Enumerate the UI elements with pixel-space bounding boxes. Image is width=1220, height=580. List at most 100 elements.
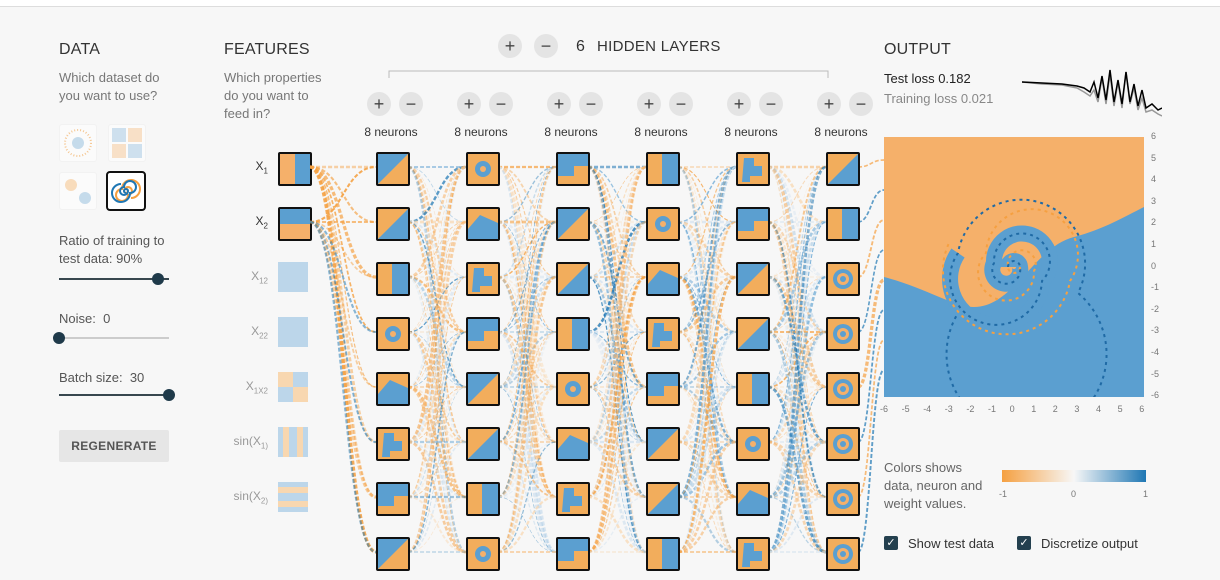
neuron-l3-n5[interactable] bbox=[556, 372, 590, 406]
weight-link bbox=[677, 221, 737, 333]
remove-layer-button[interactable]: − bbox=[534, 34, 558, 58]
weight-link bbox=[497, 330, 557, 389]
neuron-l1-n6[interactable] bbox=[376, 427, 410, 461]
batch-size-slider-thumb[interactable] bbox=[163, 389, 175, 401]
add-neuron-button-layer-1[interactable]: + bbox=[367, 92, 391, 116]
neuron-l4-n8[interactable] bbox=[646, 537, 680, 571]
neuron-l3-n2[interactable] bbox=[556, 207, 590, 241]
neuron-l4-n6[interactable] bbox=[646, 427, 680, 461]
neuron-l6-n1[interactable] bbox=[826, 152, 860, 186]
remove-neuron-button-layer-5[interactable]: − bbox=[759, 92, 783, 116]
remove-neuron-button-layer-3[interactable]: − bbox=[579, 92, 603, 116]
noise-slider[interactable] bbox=[59, 337, 169, 339]
weight-link bbox=[767, 440, 827, 554]
neuron-l3-n7[interactable] bbox=[556, 482, 590, 516]
neuron-l2-n7[interactable] bbox=[466, 482, 500, 516]
neuron-l4-n1[interactable] bbox=[646, 152, 680, 186]
neuron-l2-n5[interactable] bbox=[466, 372, 500, 406]
neuron-l6-n7[interactable] bbox=[826, 482, 860, 516]
neuron-l1-n3[interactable] bbox=[376, 262, 410, 296]
weight-link bbox=[677, 385, 737, 499]
neuron-l2-n4[interactable] bbox=[466, 317, 500, 351]
remove-neuron-button-layer-1[interactable]: − bbox=[399, 92, 423, 116]
neuron-l6-n4[interactable] bbox=[826, 317, 860, 351]
add-layer-button[interactable]: + bbox=[498, 34, 522, 58]
feature-node-2[interactable] bbox=[278, 262, 308, 292]
regenerate-button[interactable]: REGENERATE bbox=[59, 430, 169, 462]
weight-link bbox=[497, 275, 557, 389]
neuron-l3-n8[interactable] bbox=[556, 537, 590, 571]
noise-slider-thumb[interactable] bbox=[53, 332, 65, 344]
weight-link bbox=[309, 166, 377, 388]
neuron-l1-n5[interactable] bbox=[376, 372, 410, 406]
remove-neuron-button-layer-6[interactable]: − bbox=[849, 92, 873, 116]
add-neuron-button-layer-4[interactable]: + bbox=[637, 92, 661, 116]
dataset-question: Which dataset do you want to use? bbox=[59, 70, 160, 103]
feature-node-3[interactable] bbox=[278, 317, 308, 347]
add-neuron-button-layer-3[interactable]: + bbox=[547, 92, 571, 116]
neuron-l1-n4[interactable] bbox=[376, 317, 410, 351]
weight-link bbox=[497, 441, 557, 553]
neuron-l4-n7[interactable] bbox=[646, 482, 680, 516]
gauss-dataset-thumbnail[interactable] bbox=[59, 172, 97, 210]
neuron-l3-n6[interactable] bbox=[556, 427, 590, 461]
neuron-l4-n2[interactable] bbox=[646, 207, 680, 241]
weight-link bbox=[677, 220, 737, 334]
neuron-l6-n2[interactable] bbox=[826, 207, 860, 241]
neuron-l4-n3[interactable] bbox=[646, 262, 680, 296]
neuron-l5-n6[interactable] bbox=[736, 427, 770, 461]
show-test-data-checkbox[interactable]: ✓ bbox=[884, 536, 898, 550]
neuron-l4-n4[interactable] bbox=[646, 317, 680, 351]
neuron-l2-n6[interactable] bbox=[466, 427, 500, 461]
neuron-l2-n2[interactable] bbox=[466, 207, 500, 241]
neuron-l5-n5[interactable] bbox=[736, 372, 770, 406]
neuron-l5-n3[interactable] bbox=[736, 262, 770, 296]
weight-link bbox=[497, 386, 557, 443]
circle-dataset-thumbnail[interactable] bbox=[59, 124, 97, 162]
add-neuron-button-layer-6[interactable]: + bbox=[817, 92, 841, 116]
neuron-l6-n3[interactable] bbox=[826, 262, 860, 296]
neuron-l4-n5[interactable] bbox=[646, 372, 680, 406]
neuron-l5-n1[interactable] bbox=[736, 152, 770, 186]
add-neuron-button-layer-5[interactable]: + bbox=[727, 92, 751, 116]
feature-node-4[interactable] bbox=[278, 372, 308, 402]
xor-dataset-thumbnail[interactable] bbox=[108, 124, 146, 162]
weight-link bbox=[587, 165, 647, 389]
neuron-l1-n2[interactable] bbox=[376, 207, 410, 241]
x-axis-tick: 0 bbox=[1009, 404, 1015, 414]
neuron-l5-n4[interactable] bbox=[736, 317, 770, 351]
batch-size-slider[interactable] bbox=[59, 394, 169, 396]
neuron-l1-n8[interactable] bbox=[376, 537, 410, 571]
weight-link bbox=[587, 331, 647, 388]
neuron-l6-n5[interactable] bbox=[826, 372, 860, 406]
remove-neuron-button-layer-2[interactable]: − bbox=[489, 92, 513, 116]
add-neuron-button-layer-2[interactable]: + bbox=[457, 92, 481, 116]
feature-node-5[interactable] bbox=[278, 427, 308, 457]
discretize-output-checkbox[interactable]: ✓ bbox=[1017, 536, 1031, 550]
feature-node-1[interactable] bbox=[278, 207, 312, 241]
neuron-l6-n6[interactable] bbox=[826, 427, 860, 461]
feature-node-0[interactable] bbox=[278, 152, 312, 186]
feature-node-6[interactable] bbox=[278, 482, 308, 512]
weight-link bbox=[587, 386, 647, 443]
neuron-l2-n1[interactable] bbox=[466, 152, 500, 186]
neuron-l2-n8[interactable] bbox=[466, 537, 500, 571]
weight-link bbox=[407, 331, 467, 443]
neuron-l6-n8[interactable] bbox=[826, 537, 860, 571]
data-section-title: DATA bbox=[59, 41, 101, 58]
neuron-l3-n4[interactable] bbox=[556, 317, 590, 351]
spiral-dataset-thumbnail[interactable] bbox=[106, 171, 146, 211]
neuron-l5-n8[interactable] bbox=[736, 537, 770, 571]
neuron-l1-n7[interactable] bbox=[376, 482, 410, 516]
remove-neuron-button-layer-4[interactable]: − bbox=[669, 92, 693, 116]
neuron-l2-n3[interactable] bbox=[466, 262, 500, 296]
neuron-l3-n3[interactable] bbox=[556, 262, 590, 296]
neuron-l3-n1[interactable] bbox=[556, 152, 590, 186]
neuron-l5-n7[interactable] bbox=[736, 482, 770, 516]
ratio-slider[interactable] bbox=[59, 278, 169, 280]
weight-link bbox=[767, 220, 827, 334]
neuron-l1-n1[interactable] bbox=[376, 152, 410, 186]
ratio-slider-thumb[interactable] bbox=[152, 273, 164, 285]
neuron-l5-n2[interactable] bbox=[736, 207, 770, 241]
feature-label-1: X2 bbox=[255, 214, 268, 231]
